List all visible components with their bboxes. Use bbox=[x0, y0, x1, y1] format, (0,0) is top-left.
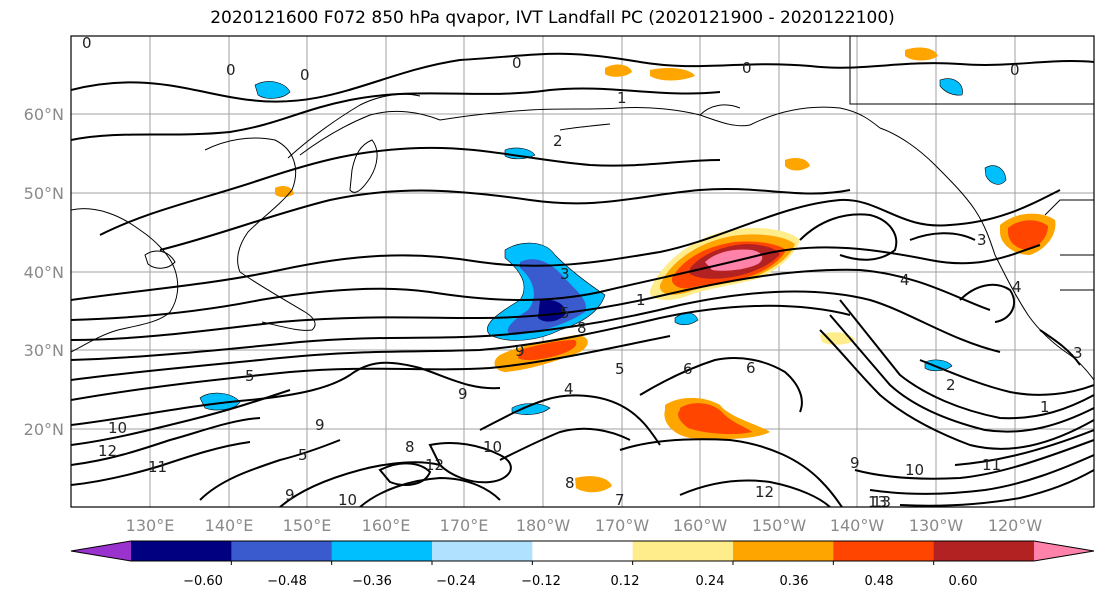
colorbar-tick-label: 0.48 bbox=[865, 574, 894, 589]
colorbar-segment bbox=[833, 541, 935, 561]
contour-lines bbox=[71, 52, 1094, 507]
contour-label: 0 bbox=[226, 61, 236, 79]
lon-label: 170°W bbox=[595, 516, 650, 535]
colorbar-segment bbox=[331, 541, 433, 561]
lat-label: 60°N bbox=[24, 105, 64, 124]
lat-label: 30°N bbox=[24, 341, 64, 360]
contour-label: 12 bbox=[425, 456, 444, 474]
contour-label: 1 bbox=[617, 89, 627, 107]
contour-label: 9 bbox=[285, 486, 295, 504]
contour-label: 3 bbox=[1073, 344, 1083, 362]
contour-label: 6 bbox=[746, 359, 756, 377]
contour-label: 3 bbox=[977, 231, 987, 249]
contour-label-group: 0 0 0 0 0 0 1 2 3 5 8 1 9 6 5 4 5 9 4 8 … bbox=[82, 34, 1083, 511]
colorbar-tick-label: −0.36 bbox=[352, 574, 392, 589]
contour-label: 13 bbox=[868, 493, 887, 511]
contour-label: 10 bbox=[108, 419, 127, 437]
colorbar-tick-label: 0.36 bbox=[780, 574, 809, 589]
contour-label: 9 bbox=[515, 342, 525, 360]
colorbar-tick-labels: −0.60 −0.48 −0.36 −0.24 −0.12 0.12 0.24 … bbox=[183, 574, 977, 589]
contour-label: 11 bbox=[148, 458, 167, 476]
colorbar-segment bbox=[231, 541, 333, 561]
contour-label: 0 bbox=[512, 54, 522, 72]
contour-label: 9 bbox=[315, 416, 325, 434]
contour-label: 0 bbox=[742, 59, 752, 77]
lat-label: 40°N bbox=[24, 263, 64, 282]
colorbar-tick-label: −0.48 bbox=[267, 574, 307, 589]
colorbar-tick-label: −0.60 bbox=[183, 574, 223, 589]
contour-label: 10 bbox=[338, 491, 357, 509]
contour-label: 5 bbox=[298, 446, 308, 464]
contour-label: 10 bbox=[905, 461, 924, 479]
contour-label: 8 bbox=[405, 438, 415, 456]
contour-label: 11 bbox=[982, 456, 1001, 474]
colorbar-segment bbox=[131, 541, 232, 561]
contour-label: 12 bbox=[755, 483, 774, 501]
contour-label: 0 bbox=[300, 66, 310, 84]
lon-label: 160°E bbox=[362, 516, 411, 535]
contour-label: 9 bbox=[850, 454, 860, 472]
lon-label: 150°E bbox=[283, 516, 332, 535]
colorbar-outline bbox=[70, 540, 1095, 562]
colorbar-segment bbox=[532, 541, 634, 561]
contour-label: 9 bbox=[458, 385, 468, 403]
contour-label: 4 bbox=[1012, 278, 1022, 296]
contour-label: 5 bbox=[615, 360, 625, 378]
contour-label: 0 bbox=[1010, 61, 1020, 79]
contour-label: 5 bbox=[560, 304, 570, 322]
lon-label: 130°W bbox=[909, 516, 964, 535]
contour-label: 4 bbox=[900, 271, 910, 289]
lon-label: 140°W bbox=[830, 516, 885, 535]
lon-label: 160°W bbox=[673, 516, 728, 535]
colorbar-tick-label: −0.12 bbox=[521, 574, 561, 589]
contour-label: 7 bbox=[615, 491, 625, 509]
longitude-labels: 130°E 140°E 150°E 160°E 170°E 180°W 170°… bbox=[126, 516, 1043, 535]
contour-label: 2 bbox=[553, 132, 563, 150]
contour-label: 8 bbox=[565, 474, 575, 492]
colorbar-segment bbox=[632, 541, 734, 561]
colorbar-segment bbox=[733, 541, 834, 561]
lon-label: 180°W bbox=[516, 516, 571, 535]
colorbar bbox=[70, 540, 1095, 565]
colorbar-segment bbox=[933, 541, 1035, 561]
lon-label: 150°W bbox=[752, 516, 807, 535]
contour-label: 13 bbox=[872, 493, 891, 511]
colorbar-tick-label: 0.12 bbox=[611, 574, 640, 589]
map-frame bbox=[70, 35, 1095, 508]
contour-label: 10 bbox=[483, 438, 502, 456]
colorbar-tick-label: −0.24 bbox=[436, 574, 476, 589]
contour-label: 12 bbox=[98, 442, 117, 460]
colorbar-tick-label: 0.24 bbox=[696, 574, 725, 589]
lat-label: 20°N bbox=[24, 420, 64, 439]
latitude-labels: 60°N 50°N 40°N 30°N 20°N bbox=[24, 105, 64, 439]
contour-label: 1 bbox=[1040, 398, 1050, 416]
lon-label: 140°E bbox=[205, 516, 254, 535]
lon-label: 170°E bbox=[440, 516, 489, 535]
colorbar-high-extend bbox=[1034, 541, 1094, 561]
contour-label: 3 bbox=[560, 265, 570, 283]
colorbar-tick-label: 0.60 bbox=[949, 574, 978, 589]
contour-label: 4 bbox=[564, 380, 574, 398]
colorbar-low-extend bbox=[71, 541, 131, 561]
contour-label: 1 bbox=[636, 291, 646, 309]
lat-label: 50°N bbox=[24, 184, 64, 203]
contour-label: 2 bbox=[946, 376, 956, 394]
lon-label: 130°E bbox=[126, 516, 175, 535]
contour-label: 6 bbox=[683, 360, 693, 378]
map-title: 2020121600 F072 850 hPa qvapor, IVT Land… bbox=[210, 8, 895, 28]
contour-label: 0 bbox=[82, 34, 92, 52]
lon-label: 120°W bbox=[988, 516, 1043, 535]
coastlines bbox=[71, 36, 1094, 381]
contour-label: 8 bbox=[577, 319, 587, 337]
contour-label: 5 bbox=[245, 367, 255, 385]
colorbar-segment bbox=[432, 541, 533, 561]
